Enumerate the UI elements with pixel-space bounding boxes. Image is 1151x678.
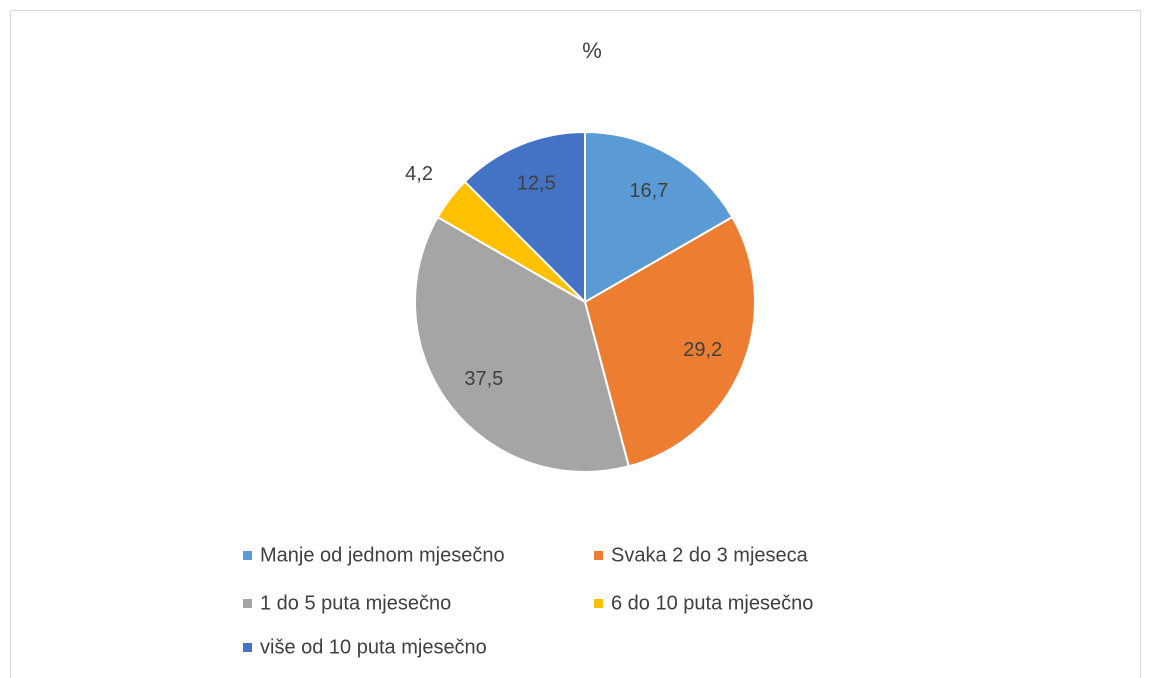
legend-label: Svaka 2 do 3 mjeseca bbox=[611, 544, 809, 566]
legend-label: više od 10 puta mjesečno bbox=[260, 636, 487, 658]
chart-title: % bbox=[582, 38, 602, 63]
data-label: 4,2 bbox=[405, 163, 433, 185]
legend-label: Manje od jednom mjesečno bbox=[260, 544, 505, 566]
legend-label: 6 do 10 puta mjesečno bbox=[611, 592, 813, 614]
pie-slice bbox=[583, 215, 756, 468]
data-label: 12,5 bbox=[517, 172, 556, 194]
legend-marker bbox=[594, 599, 603, 608]
legend-marker bbox=[243, 599, 252, 608]
data-label: 37,5 bbox=[464, 368, 503, 390]
legend-marker bbox=[243, 643, 252, 652]
pie-slice bbox=[463, 130, 586, 305]
legend-label: 1 do 5 puta mjesečno bbox=[260, 592, 451, 614]
data-label: 29,2 bbox=[683, 339, 722, 361]
pie-slice bbox=[584, 130, 734, 304]
data-label: 16,7 bbox=[629, 180, 668, 202]
pie-slice bbox=[414, 215, 631, 473]
chart-border bbox=[10, 10, 1141, 678]
legend-marker bbox=[594, 551, 603, 560]
legend-marker bbox=[243, 551, 252, 560]
